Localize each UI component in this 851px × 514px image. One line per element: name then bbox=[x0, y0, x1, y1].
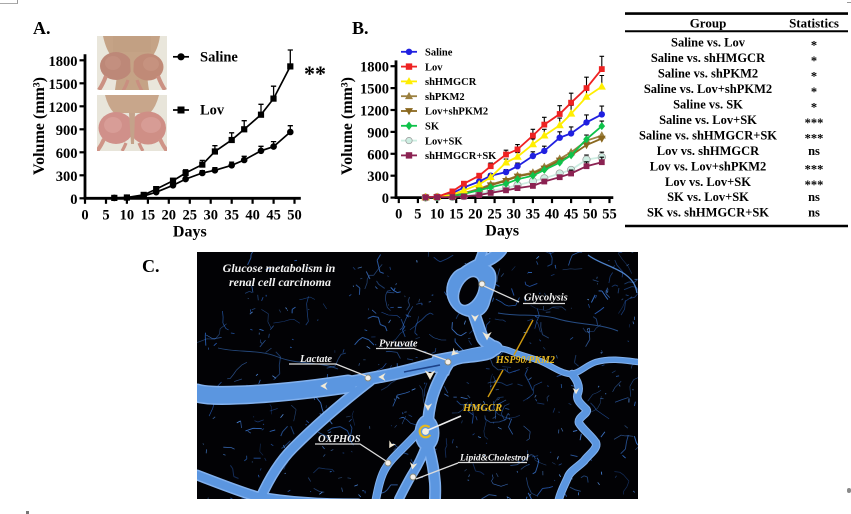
svg-text:Saline vs. Lov: Saline vs. Lov bbox=[671, 36, 746, 50]
svg-text:Saline: Saline bbox=[200, 50, 238, 66]
svg-text:40: 40 bbox=[245, 207, 260, 223]
svg-text:Glycolysis: Glycolysis bbox=[524, 293, 568, 304]
svg-text:SK vs. Lov+SK: SK vs. Lov+SK bbox=[667, 190, 749, 204]
svg-text:SK vs. shHMGCR+SK: SK vs. shHMGCR+SK bbox=[647, 206, 769, 220]
svg-text:Saline vs. shHMGCR: Saline vs. shHMGCR bbox=[651, 51, 766, 65]
svg-text:B.: B. bbox=[352, 18, 369, 38]
svg-text:*: * bbox=[811, 54, 817, 68]
svg-text:shHMGCR: shHMGCR bbox=[425, 77, 477, 88]
svg-text:300: 300 bbox=[367, 169, 389, 185]
svg-text:ns: ns bbox=[808, 206, 820, 220]
svg-text:30: 30 bbox=[203, 207, 218, 223]
svg-text:*: * bbox=[811, 101, 817, 115]
svg-text:Lov+shPKM2: Lov+shPKM2 bbox=[425, 107, 488, 118]
svg-text:Saline vs. Lov+shPKM2: Saline vs. Lov+shPKM2 bbox=[644, 82, 772, 96]
svg-text:Days: Days bbox=[173, 223, 207, 240]
svg-text:Saline vs. Lov+SK: Saline vs. Lov+SK bbox=[659, 113, 757, 127]
svg-text:600: 600 bbox=[367, 147, 389, 163]
svg-text:SK: SK bbox=[425, 122, 440, 133]
svg-text:10: 10 bbox=[430, 207, 445, 223]
svg-text:renal cell carcinoma: renal cell carcinoma bbox=[229, 275, 331, 289]
svg-text:***: *** bbox=[805, 178, 824, 192]
svg-text:20: 20 bbox=[162, 207, 177, 223]
svg-text:55: 55 bbox=[602, 207, 617, 223]
svg-text:Lactate: Lactate bbox=[299, 354, 332, 365]
svg-text:900: 900 bbox=[56, 123, 78, 139]
svg-text:600: 600 bbox=[56, 146, 78, 162]
svg-text:35: 35 bbox=[526, 207, 541, 223]
svg-text:*: * bbox=[811, 70, 817, 84]
svg-text:Lov: Lov bbox=[425, 62, 443, 73]
svg-text:40: 40 bbox=[545, 207, 560, 223]
svg-text:Saline vs. shPKM2: Saline vs. shPKM2 bbox=[658, 67, 758, 81]
svg-text:0: 0 bbox=[70, 192, 77, 208]
svg-text:900: 900 bbox=[367, 125, 389, 141]
svg-text:50: 50 bbox=[583, 207, 598, 223]
svg-text:A.: A. bbox=[33, 18, 51, 38]
svg-text:Days: Days bbox=[485, 223, 519, 240]
svg-text:300: 300 bbox=[56, 169, 78, 185]
svg-text:45: 45 bbox=[564, 207, 579, 223]
svg-text:Lov vs. Lov+shPKM2: Lov vs. Lov+shPKM2 bbox=[650, 159, 767, 173]
svg-text:HSP90/PKM2: HSP90/PKM2 bbox=[495, 355, 555, 366]
svg-text:ns: ns bbox=[808, 144, 820, 158]
svg-text:Saline vs. shHMGCR+SK: Saline vs. shHMGCR+SK bbox=[639, 128, 777, 142]
svg-text:15: 15 bbox=[141, 207, 156, 223]
svg-text:1200: 1200 bbox=[360, 104, 389, 120]
svg-text:Saline vs. SK: Saline vs. SK bbox=[673, 98, 743, 112]
svg-text:Lipid&Cholestrol: Lipid&Cholestrol bbox=[459, 454, 529, 464]
svg-text:shHMGCR+SK: shHMGCR+SK bbox=[425, 151, 497, 162]
svg-text:25: 25 bbox=[487, 207, 502, 223]
svg-text:20: 20 bbox=[468, 207, 483, 223]
svg-text:5: 5 bbox=[414, 207, 421, 223]
svg-text:1200: 1200 bbox=[49, 100, 78, 116]
svg-text:Volume (mm³): Volume (mm³) bbox=[31, 77, 48, 175]
svg-text:15: 15 bbox=[449, 207, 464, 223]
svg-text:shPKM2: shPKM2 bbox=[425, 92, 465, 103]
svg-text:*: * bbox=[811, 85, 817, 99]
svg-text:1800: 1800 bbox=[360, 60, 389, 76]
svg-text:25: 25 bbox=[183, 207, 198, 223]
svg-text:Statistics: Statistics bbox=[789, 16, 839, 31]
svg-text:5: 5 bbox=[102, 207, 109, 223]
svg-text:1500: 1500 bbox=[49, 77, 78, 93]
svg-text:45: 45 bbox=[266, 207, 281, 223]
svg-text:Pyruvate: Pyruvate bbox=[379, 339, 418, 350]
svg-text:Lov+SK: Lov+SK bbox=[425, 136, 463, 147]
svg-text:HMGCR: HMGCR bbox=[462, 403, 502, 414]
svg-text:Lov: Lov bbox=[200, 103, 225, 119]
svg-text:Volume (mm³): Volume (mm³) bbox=[339, 77, 356, 175]
svg-text:0: 0 bbox=[382, 191, 389, 207]
svg-text:***: *** bbox=[805, 116, 824, 130]
svg-text:**: ** bbox=[304, 61, 326, 86]
svg-text:0: 0 bbox=[81, 207, 88, 223]
svg-text:10: 10 bbox=[120, 207, 135, 223]
svg-text:Glucose metabolism in: Glucose metabolism in bbox=[223, 261, 336, 275]
svg-text:*: * bbox=[811, 39, 817, 53]
svg-text:Lov vs. Lov+SK: Lov vs. Lov+SK bbox=[665, 175, 751, 189]
svg-text:OXPHOS: OXPHOS bbox=[318, 434, 361, 445]
svg-text:***: *** bbox=[805, 162, 824, 176]
svg-text:1800: 1800 bbox=[49, 54, 78, 70]
svg-text:ns: ns bbox=[808, 190, 820, 204]
svg-text:***: *** bbox=[805, 131, 824, 145]
svg-text:1500: 1500 bbox=[360, 82, 389, 98]
svg-text:Group: Group bbox=[690, 16, 727, 31]
svg-text:35: 35 bbox=[224, 207, 239, 223]
svg-text:Lov vs. shHMGCR: Lov vs. shHMGCR bbox=[657, 144, 760, 158]
svg-text:Saline: Saline bbox=[425, 48, 453, 59]
svg-text:0: 0 bbox=[395, 207, 402, 223]
svg-text:30: 30 bbox=[506, 207, 521, 223]
svg-text:50: 50 bbox=[287, 207, 302, 223]
svg-text:C.: C. bbox=[142, 256, 160, 276]
